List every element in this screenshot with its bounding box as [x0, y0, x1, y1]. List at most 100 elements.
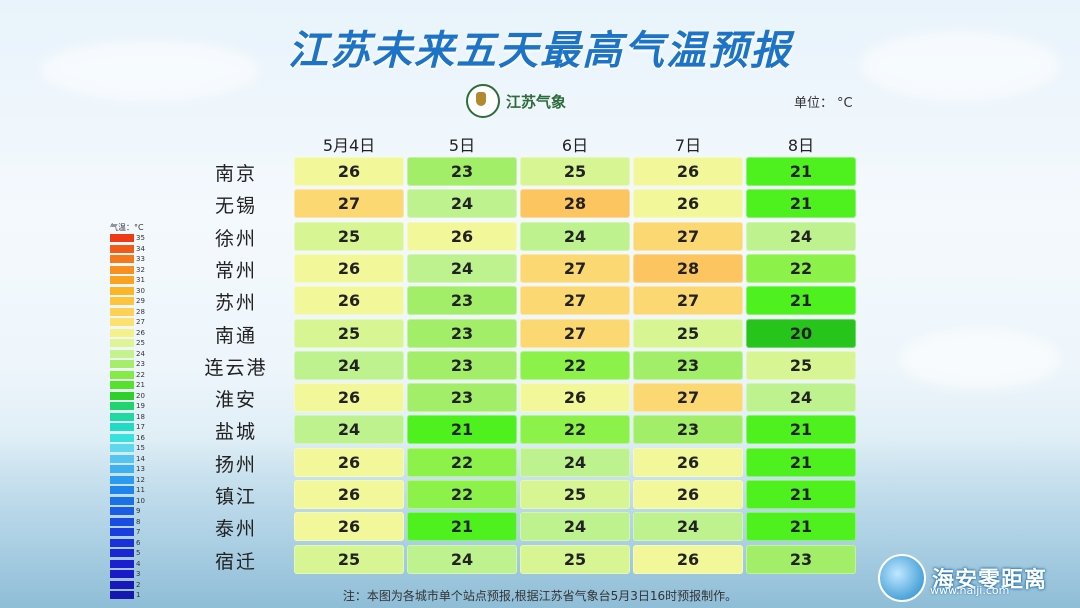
legend-swatch: [110, 412, 134, 421]
legend-value: 17: [136, 423, 145, 431]
temperature-cell: 26: [294, 157, 404, 186]
city-label: 无锡: [214, 195, 257, 218]
brand-url: www.halji.com: [930, 584, 1010, 597]
temperature-cell: 27: [520, 253, 630, 283]
legend-value: 20: [136, 391, 145, 400]
temperature-cell: 25: [294, 544, 404, 574]
temperature-cell: 24: [294, 350, 404, 380]
logo-text: 江苏气象: [506, 92, 567, 111]
legend-title: 气温：°C: [110, 223, 144, 232]
legend-swatch: [110, 538, 134, 547]
legend-value: 10: [136, 496, 145, 505]
temperature-cell: 26: [633, 157, 743, 186]
legend-value: 3: [136, 570, 141, 578]
legend-swatch: [110, 486, 134, 494]
legend-swatch: [110, 381, 134, 389]
city-label: 南通: [214, 324, 257, 347]
column-header: 5日: [448, 136, 476, 155]
legend-value: 14: [136, 454, 145, 463]
legend-value: 19: [136, 402, 145, 410]
legend-value: 35: [136, 234, 145, 242]
legend-value: 31: [136, 276, 145, 284]
temperature-cell: 26: [633, 480, 743, 509]
city-label: 苏州: [214, 292, 257, 315]
legend-value: 27: [136, 318, 145, 326]
temperature-cell: 22: [746, 253, 856, 283]
temperature-cell: 21: [407, 512, 517, 542]
legend-value: 24: [136, 349, 145, 358]
temperature-cell: 25: [294, 318, 404, 348]
temperature-cell: 26: [633, 189, 743, 219]
temperature-cell: 26: [294, 480, 404, 509]
temperature-cell: 23: [407, 318, 517, 348]
temperature-cell: 24: [746, 383, 856, 413]
legend-value: 18: [136, 412, 145, 421]
temperature-cell: 24: [520, 447, 630, 477]
legend-value: 30: [136, 286, 145, 295]
temperature-cell: 21: [746, 480, 856, 509]
legend-value: 26: [136, 328, 145, 337]
legend-swatch: [110, 570, 134, 578]
temperature-cell: 24: [294, 415, 404, 445]
temperature-cell: 21: [746, 512, 856, 542]
temperature-cell: 25: [520, 157, 630, 186]
temperature-cell: 26: [633, 544, 743, 574]
legend-value: 25: [136, 339, 145, 347]
legend-swatch: [110, 339, 134, 347]
legend-value: 16: [136, 433, 145, 442]
legend-swatch: [110, 454, 134, 463]
column-header: 8日: [787, 136, 815, 155]
legend-value: 22: [136, 370, 145, 379]
city-label: 连云港: [204, 356, 268, 379]
page-title: 江苏未来五天最高气温预报: [288, 28, 792, 74]
legend-value: 4: [136, 559, 141, 568]
temperature-cell: 24: [520, 512, 630, 542]
temperature-cell: 25: [746, 350, 856, 380]
column-header: 6日: [561, 136, 589, 155]
legend-value: 6: [136, 538, 141, 547]
temperature-cell: 25: [294, 221, 404, 251]
temperature-cell: 22: [520, 415, 630, 445]
legend-swatch: [110, 402, 134, 410]
temperature-cell: 24: [407, 189, 517, 219]
temperature-cell: 27: [294, 189, 404, 219]
temperature-cell: 23: [407, 350, 517, 380]
column-header: 7日: [674, 136, 702, 155]
city-label: 宿迁: [214, 550, 257, 573]
legend-swatch: [110, 444, 134, 452]
legend-swatch: [110, 465, 134, 473]
temperature-cell: 23: [746, 544, 856, 574]
temperature-cell: 21: [407, 415, 517, 445]
temperature-cell: 26: [294, 447, 404, 477]
legend-swatch: [110, 559, 134, 568]
temperature-cell: 25: [520, 544, 630, 574]
legend-swatch: [110, 349, 134, 358]
temperature-cell: 26: [407, 221, 517, 251]
legend-swatch: [110, 496, 134, 505]
legend-swatch: [110, 265, 134, 274]
column-header: 5月4日: [322, 136, 376, 155]
unit-label-group: 单位： °C: [790, 92, 853, 111]
legend-swatch: [110, 244, 134, 253]
temperature-cell: 24: [407, 544, 517, 574]
temperature-cell: 25: [520, 480, 630, 509]
temperature-cell: 24: [633, 512, 743, 542]
legend-swatch: [110, 528, 134, 536]
legend-value: 21: [136, 381, 145, 389]
temperature-cell: 28: [520, 189, 630, 219]
temperature-cell: 26: [633, 447, 743, 477]
city-label: 扬州: [214, 453, 257, 476]
temperature-legend: 气温：°C 35 34 33 32 31 30 29 28 27 26 25 24 23 22 21 20 19…: [110, 222, 145, 599]
legend-swatch: [110, 328, 134, 337]
legend-swatch: [110, 580, 134, 589]
emblem-icon: [466, 84, 500, 118]
legend-swatch: [110, 591, 134, 599]
temperature-cell: 23: [633, 415, 743, 445]
legend-value: 7: [136, 528, 141, 536]
temperature-cell: 21: [746, 189, 856, 219]
city-label: 徐州: [214, 227, 257, 250]
legend-value: 11: [136, 486, 145, 494]
brand-logo-icon: [878, 554, 926, 602]
temperature-cell: 27: [520, 286, 630, 316]
legend-swatch: [110, 391, 134, 400]
